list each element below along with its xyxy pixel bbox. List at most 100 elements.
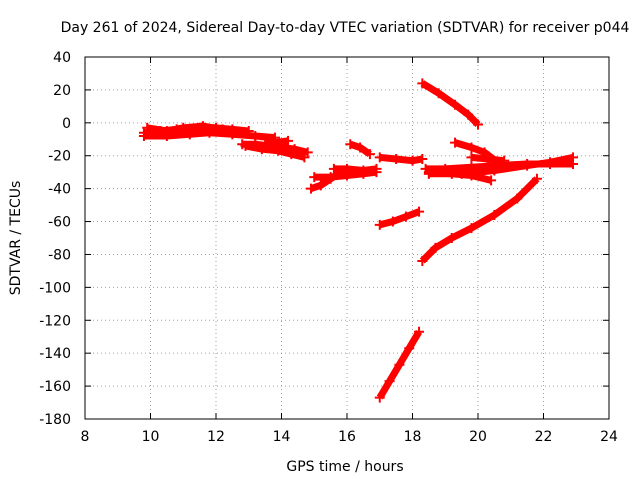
- x-tick-label: 20: [469, 429, 487, 445]
- data-point: [407, 155, 418, 166]
- data-point: [450, 99, 461, 110]
- data-point: [466, 142, 477, 153]
- data-point: [283, 135, 294, 146]
- data-point: [417, 78, 428, 89]
- series-track-15: [417, 173, 542, 267]
- data-point: [414, 206, 425, 217]
- data-point: [358, 165, 369, 176]
- x-tick-label: 18: [404, 429, 422, 445]
- data-point: [315, 180, 326, 191]
- data-point: [404, 343, 415, 354]
- data-point: [499, 155, 510, 166]
- data-point: [394, 359, 405, 370]
- y-tick-label: -120: [39, 313, 71, 329]
- plot-frame: [84, 56, 610, 420]
- data-point: [567, 152, 578, 163]
- data-point: [446, 233, 457, 243]
- data-point: [197, 121, 208, 132]
- series-track-19: [423, 152, 578, 179]
- data-point: [384, 376, 395, 387]
- series-track-5: [240, 140, 310, 163]
- series-track-3: [142, 121, 228, 137]
- data-point: [161, 126, 172, 137]
- x-tick-label: 24: [600, 429, 618, 445]
- data-point: [450, 137, 461, 148]
- data-point: [309, 172, 320, 183]
- y-tick-label: -20: [48, 149, 71, 165]
- data-point: [138, 130, 149, 141]
- data-point: [463, 109, 474, 120]
- x-tick-label: 10: [142, 429, 160, 445]
- data-point: [423, 168, 434, 179]
- data-point: [260, 134, 271, 145]
- data-point: [325, 172, 336, 183]
- data-point: [217, 124, 228, 135]
- y-tick-label: 20: [53, 83, 71, 99]
- data-point: [486, 175, 497, 186]
- data-point: [299, 152, 310, 163]
- data-point: [512, 193, 523, 204]
- series-track-20: [466, 152, 510, 166]
- data-series: [138, 78, 578, 403]
- data-point: [466, 223, 477, 234]
- series-track-11: [374, 152, 428, 166]
- x-tick-label: 16: [338, 429, 356, 445]
- y-tick-label: -80: [48, 247, 71, 263]
- series-line: [333, 165, 377, 174]
- y-tick-label: -100: [39, 280, 71, 296]
- data-point: [178, 122, 189, 133]
- data-point: [417, 154, 428, 165]
- data-point: [328, 163, 339, 174]
- series-line: [378, 208, 421, 229]
- data-point: [433, 88, 444, 99]
- data-point: [345, 139, 356, 150]
- x-tick-label: 22: [535, 429, 553, 445]
- series-track-9: [328, 163, 382, 176]
- grid-lines: [85, 57, 609, 419]
- data-point: [522, 160, 533, 171]
- chart-title: Day 261 of 2024, Sidereal Day-to-day VTE…: [61, 20, 630, 36]
- data-point: [374, 152, 385, 163]
- data-point: [531, 173, 542, 184]
- data-point: [142, 122, 153, 133]
- data-point: [391, 154, 402, 165]
- series-track-12: [374, 206, 425, 230]
- series-track-10: [345, 139, 375, 160]
- y-tick-label: -60: [48, 215, 71, 231]
- series-track-6: [260, 134, 294, 148]
- x-tick-label: 12: [207, 429, 225, 445]
- data-point: [489, 209, 500, 220]
- y-tick-label: -140: [39, 346, 71, 362]
- data-point: [240, 140, 251, 151]
- y-tick-label: -40: [48, 182, 71, 198]
- data-point: [473, 119, 483, 130]
- data-point: [273, 145, 284, 156]
- y-tick-labels: 40 20 0 -20 -40 -60 -80 -100 -120 -140 -160 -180: [39, 50, 71, 428]
- data-point: [371, 163, 382, 174]
- data-point: [374, 219, 385, 230]
- data-point: [286, 149, 297, 160]
- data-point: [364, 149, 375, 160]
- data-point: [256, 144, 267, 155]
- data-point: [466, 152, 477, 163]
- x-tick-label: 14: [273, 429, 291, 445]
- y-tick-label: -160: [39, 379, 71, 395]
- x-axis-label: GPS time / hours: [286, 459, 403, 475]
- series-track-13: [374, 326, 425, 403]
- data-point: [417, 256, 428, 267]
- y-tick-label: 40: [53, 50, 71, 66]
- data-point: [430, 242, 441, 253]
- data-point: [387, 216, 398, 227]
- y-axis-label: SDTVAR / TECUs: [8, 181, 24, 296]
- x-tick-labels: 8 10 12 14 16 18 20 22 24: [81, 429, 618, 445]
- data-point: [414, 326, 425, 337]
- data-point: [456, 168, 467, 179]
- data-point: [342, 163, 352, 174]
- data-point: [489, 165, 500, 176]
- data-point: [184, 129, 195, 140]
- data-point: [355, 142, 366, 153]
- data-point: [374, 392, 385, 403]
- x-tick-label: 8: [81, 429, 90, 445]
- data-point: [400, 211, 411, 222]
